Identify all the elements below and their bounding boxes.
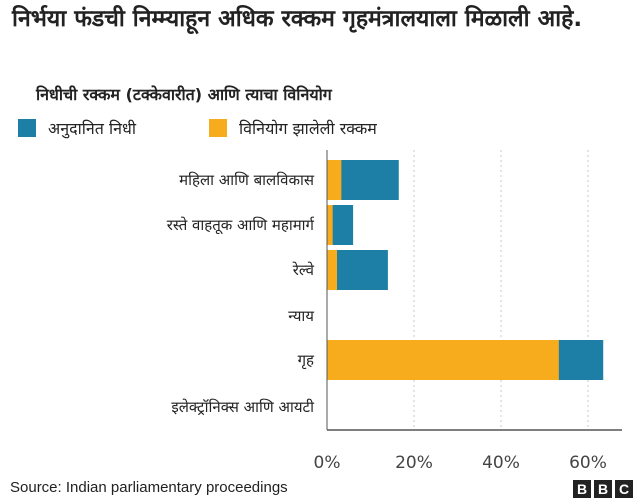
- x-tick-label: 20%: [395, 453, 433, 473]
- source-note: Source: Indian parliamentary proceedings: [10, 479, 288, 496]
- bbc-logo-letter: B: [573, 480, 591, 498]
- bar-utilised: [327, 250, 338, 290]
- legend-item-utilised: विनियोग झालेली रक्कम: [209, 118, 377, 138]
- legend-item-funded: अनुदानित निधी: [18, 118, 136, 138]
- bar-utilised: [327, 160, 342, 200]
- legend-label-funded: अनुदानित निधी: [48, 119, 136, 138]
- category-label: इलेक्ट्रॉनिक्स आणि आयटी: [171, 398, 315, 416]
- chart-title: निर्भया फंडची निम्म्याहून अधिक रक्कम गृह…: [12, 6, 583, 32]
- legend-label-utilised: विनियोग झालेली रक्कम: [239, 119, 377, 138]
- category-label: रेल्वे: [292, 261, 315, 279]
- category-label: न्याय: [288, 307, 314, 325]
- bar-utilised: [327, 205, 333, 245]
- x-tick-label: 60%: [569, 453, 607, 473]
- category-label: महिला आणि बालविकास: [179, 171, 315, 189]
- category-label: रस्ते वाहतूक आणि महामार्ग: [167, 216, 315, 235]
- x-tick-label: 40%: [482, 453, 520, 473]
- bbc-logo-letter: B: [594, 480, 612, 498]
- bbc-logo-letter: C: [615, 480, 633, 498]
- legend-swatch-utilised: [209, 119, 227, 137]
- bar-utilised: [327, 340, 559, 380]
- bar-funded: [327, 250, 388, 290]
- legend-swatch-funded: [18, 119, 36, 137]
- chart-subtitle: निधीची रक्कम (टक्केवारीत) आणि त्याचा विन…: [36, 85, 332, 104]
- x-tick-label: 0%: [314, 453, 341, 473]
- category-label: गृह: [298, 351, 315, 370]
- bbc-logo: B B C: [573, 480, 633, 498]
